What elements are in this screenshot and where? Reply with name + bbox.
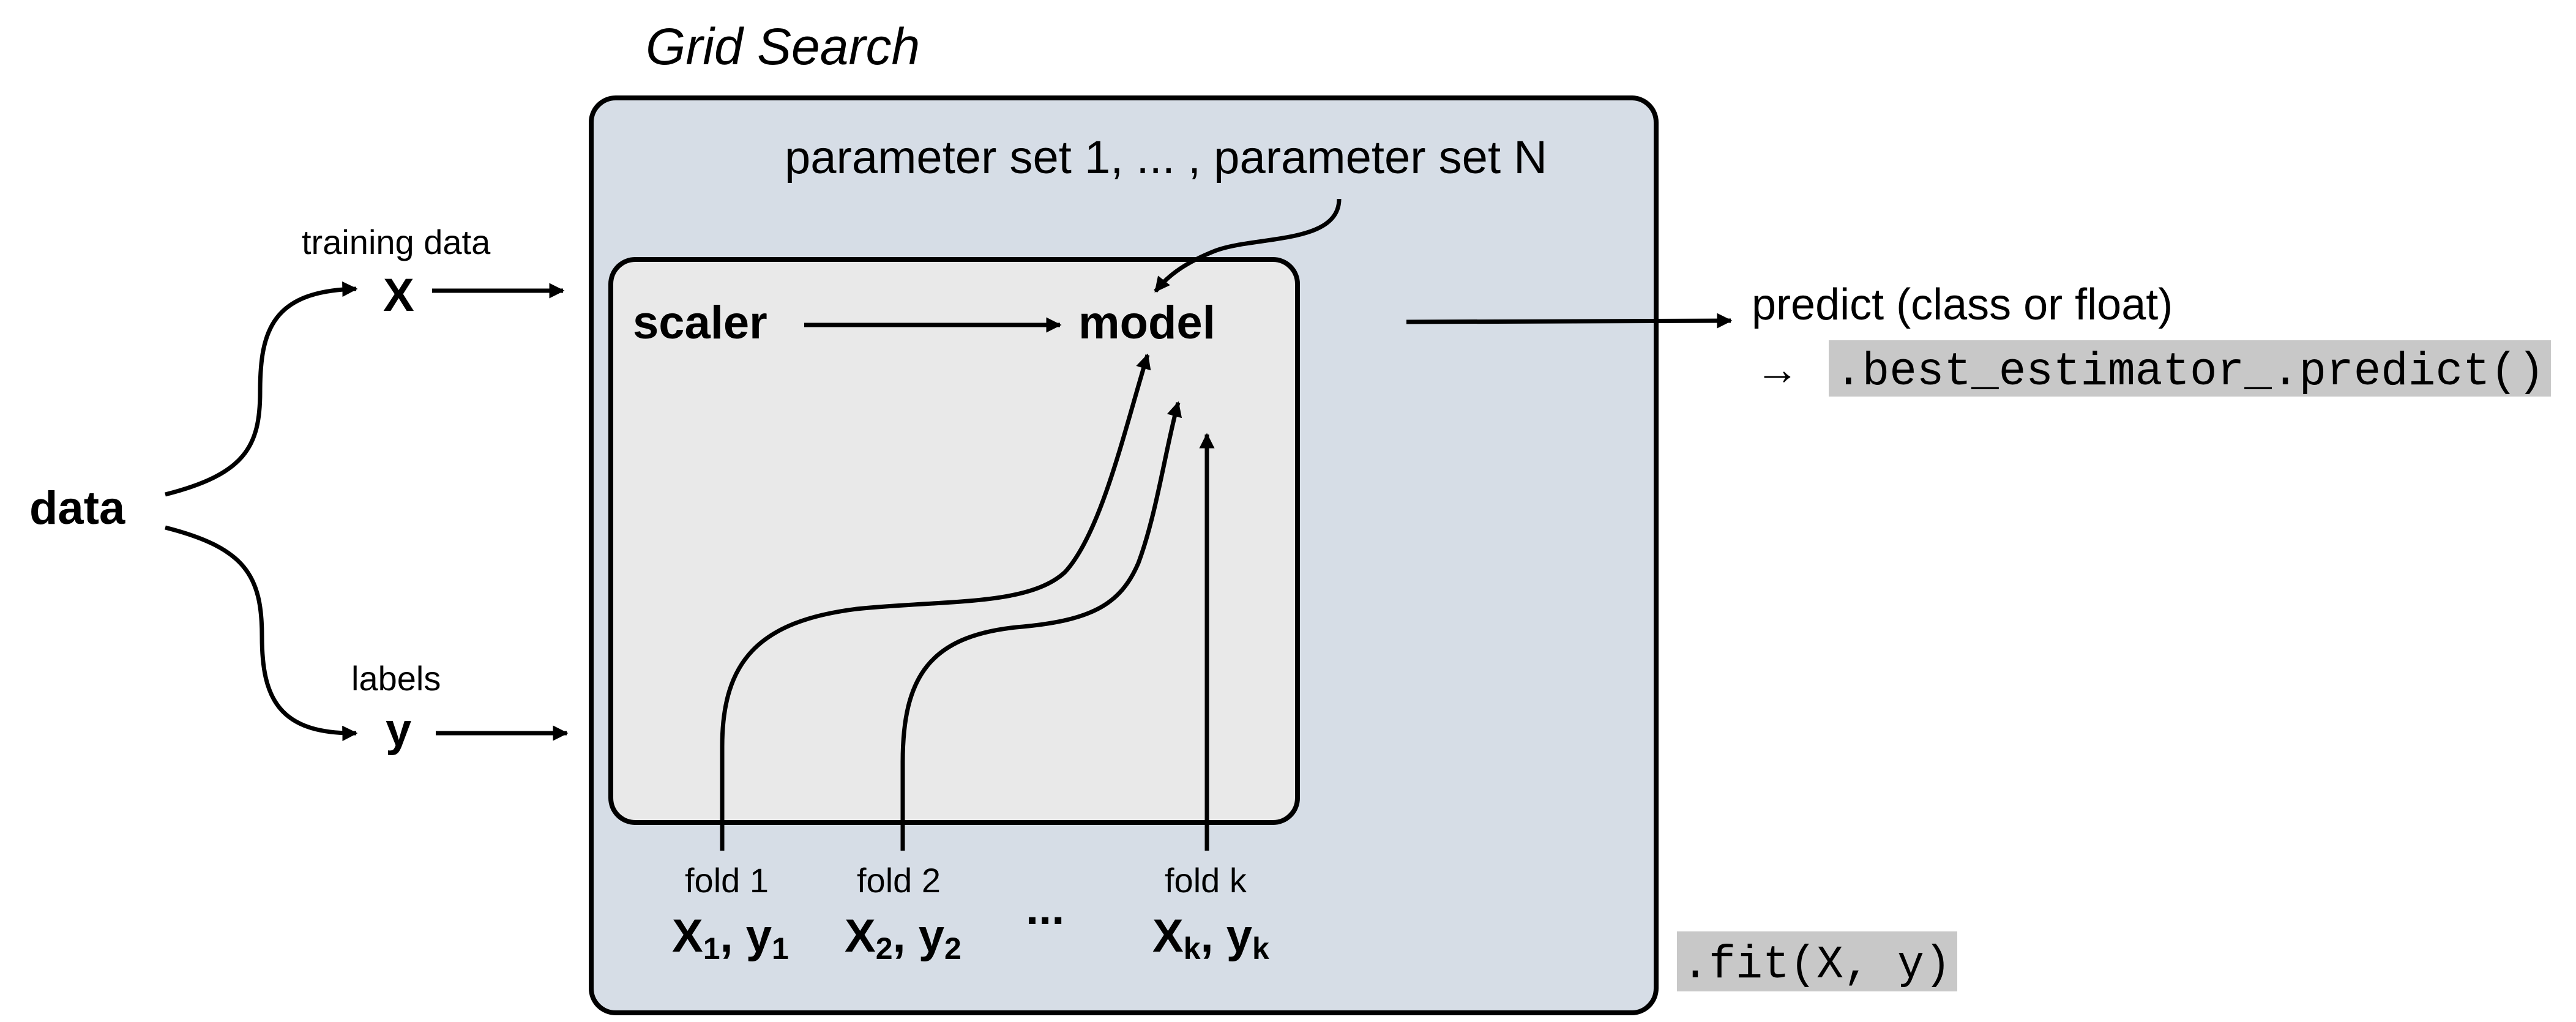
fold-ellipsis: ... <box>1026 882 1064 934</box>
fold-1-y-sub: 1 <box>772 931 789 966</box>
fold-2-comma: , <box>893 910 919 962</box>
fold-k-y: y <box>1226 910 1252 962</box>
pipeline-box <box>608 257 1300 825</box>
fold-1-caption: fold 1 <box>685 861 769 900</box>
fold-k-caption: fold k <box>1165 861 1247 900</box>
fold-1-x-sub: 1 <box>703 931 720 966</box>
fit-code-bg <box>1677 931 1957 991</box>
data-to-x-curve <box>165 281 358 497</box>
fold-1-comma: , <box>720 910 746 962</box>
fold-k-x: X <box>1152 910 1184 962</box>
model-label: model <box>1078 297 1215 349</box>
predict-arrow-glyph: → <box>1755 345 1799 394</box>
params-to-model-arrow <box>1154 198 1342 293</box>
fold-2-caption: fold 2 <box>857 861 941 900</box>
scaler-label: scaler <box>633 297 767 349</box>
fold-2-y: y <box>919 910 944 962</box>
fold-k-comma: , <box>1201 910 1226 962</box>
fold-1-data: X1, y1 <box>672 910 789 966</box>
fold-2-x-sub: 2 <box>876 931 893 966</box>
training-data-caption: training data <box>302 223 491 261</box>
fold-2-data: X2, y2 <box>845 910 961 966</box>
diagram-title: Grid Search <box>646 18 920 75</box>
labels-caption: labels <box>351 659 441 698</box>
fold-2-y-sub: 2 <box>944 931 961 966</box>
fit-code: .fit(X, y) <box>1682 939 1951 991</box>
y-input-label: y <box>386 704 411 756</box>
predict-label: predict (class or float) <box>1752 280 2173 329</box>
predict-code: .best_estimator_.predict() <box>1835 346 2545 398</box>
data-label: data <box>29 482 125 534</box>
fold-k-data: Xk, yk <box>1152 910 1269 966</box>
predict-code-bg <box>1829 340 2551 397</box>
grid-to-predict-arrow <box>1406 313 1733 329</box>
fold-2-x: X <box>845 910 876 962</box>
fold-2-arrow <box>900 401 1182 851</box>
fold-k-x-sub: k <box>1184 931 1201 966</box>
fold-k-y-sub: k <box>1252 931 1269 966</box>
fold-1-arrow <box>720 353 1151 851</box>
fold-1-x: X <box>672 910 703 962</box>
fold-1-y: y <box>746 910 772 962</box>
parameter-sets-label: parameter set 1, ... , parameter set N <box>785 132 1547 184</box>
x-input-label: X <box>383 269 414 321</box>
data-to-y-curve <box>165 525 358 741</box>
